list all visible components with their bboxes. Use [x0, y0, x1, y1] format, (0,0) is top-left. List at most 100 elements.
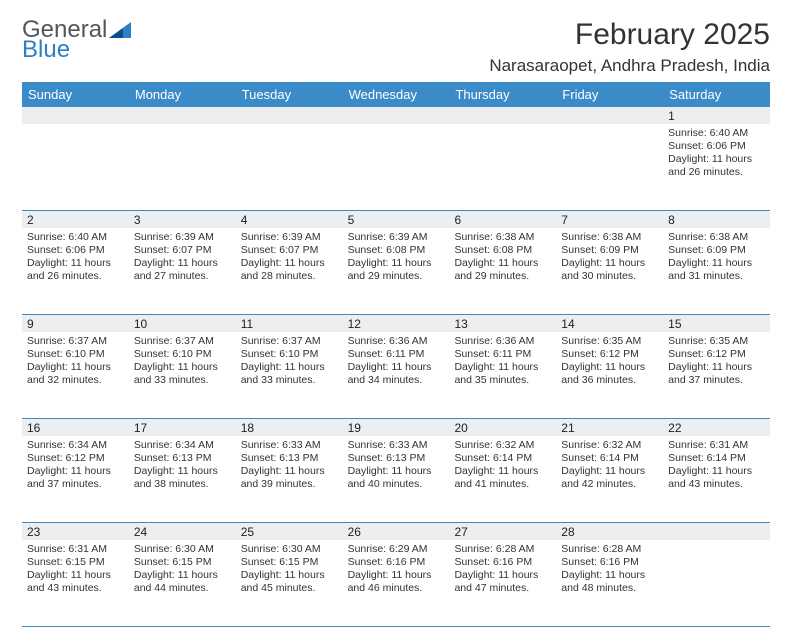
- day1-label: Daylight: 11 hours: [454, 465, 551, 478]
- day2-label: and 45 minutes.: [241, 582, 338, 595]
- day2-label: and 37 minutes.: [27, 478, 124, 491]
- sunrise-label: Sunrise: 6:39 AM: [241, 231, 338, 244]
- day2-label: and 38 minutes.: [134, 478, 231, 491]
- week-row: Sunrise: 6:34 AMSunset: 6:12 PMDaylight:…: [22, 436, 770, 523]
- sunset-label: Sunset: 6:13 PM: [348, 452, 445, 465]
- day-cell: Sunrise: 6:31 AMSunset: 6:15 PMDaylight:…: [22, 540, 129, 626]
- day1-label: Daylight: 11 hours: [241, 569, 338, 582]
- day2-label: and 30 minutes.: [561, 270, 658, 283]
- day-cell: Sunrise: 6:38 AMSunset: 6:09 PMDaylight:…: [556, 228, 663, 314]
- day-number: [663, 523, 770, 540]
- sunrise-label: Sunrise: 6:38 AM: [668, 231, 765, 244]
- sunrise-label: Sunrise: 6:35 AM: [561, 335, 658, 348]
- day2-label: and 34 minutes.: [348, 374, 445, 387]
- sunset-label: Sunset: 6:11 PM: [348, 348, 445, 361]
- day-number: 3: [129, 211, 236, 228]
- week-row: Sunrise: 6:37 AMSunset: 6:10 PMDaylight:…: [22, 332, 770, 419]
- day-cell-empty: [556, 124, 663, 210]
- day1-label: Daylight: 11 hours: [668, 257, 765, 270]
- day-number: [449, 107, 556, 124]
- sunrise-label: Sunrise: 6:31 AM: [668, 439, 765, 452]
- day-cell-empty: [236, 124, 343, 210]
- day2-label: and 26 minutes.: [27, 270, 124, 283]
- day2-label: and 35 minutes.: [454, 374, 551, 387]
- day-cell: Sunrise: 6:38 AMSunset: 6:09 PMDaylight:…: [663, 228, 770, 314]
- day2-label: and 36 minutes.: [561, 374, 658, 387]
- day-cell: Sunrise: 6:31 AMSunset: 6:14 PMDaylight:…: [663, 436, 770, 522]
- day2-label: and 48 minutes.: [561, 582, 658, 595]
- day2-label: and 39 minutes.: [241, 478, 338, 491]
- day-number: [556, 107, 663, 124]
- day1-label: Daylight: 11 hours: [348, 257, 445, 270]
- day1-label: Daylight: 11 hours: [561, 569, 658, 582]
- week-row: Sunrise: 6:31 AMSunset: 6:15 PMDaylight:…: [22, 540, 770, 627]
- day-cell: Sunrise: 6:40 AMSunset: 6:06 PMDaylight:…: [22, 228, 129, 314]
- day-number: 7: [556, 211, 663, 228]
- sunrise-label: Sunrise: 6:28 AM: [454, 543, 551, 556]
- day-cell: Sunrise: 6:36 AMSunset: 6:11 PMDaylight:…: [343, 332, 450, 418]
- day-number: 11: [236, 315, 343, 332]
- title-block: February 2025 Narasaraopet, Andhra Prade…: [489, 18, 770, 76]
- sunrise-label: Sunrise: 6:35 AM: [668, 335, 765, 348]
- day-cell-empty: [129, 124, 236, 210]
- sunset-label: Sunset: 6:14 PM: [561, 452, 658, 465]
- sunset-label: Sunset: 6:12 PM: [561, 348, 658, 361]
- sunrise-label: Sunrise: 6:28 AM: [561, 543, 658, 556]
- day1-label: Daylight: 11 hours: [561, 361, 658, 374]
- day-number: 13: [449, 315, 556, 332]
- day-number: 22: [663, 419, 770, 436]
- day1-label: Daylight: 11 hours: [454, 361, 551, 374]
- sunrise-label: Sunrise: 6:38 AM: [561, 231, 658, 244]
- day-number: 1: [663, 107, 770, 124]
- day2-label: and 42 minutes.: [561, 478, 658, 491]
- day-cell: Sunrise: 6:30 AMSunset: 6:15 PMDaylight:…: [236, 540, 343, 626]
- day-number: 28: [556, 523, 663, 540]
- day-number: 17: [129, 419, 236, 436]
- day-cell-empty: [22, 124, 129, 210]
- day1-label: Daylight: 11 hours: [454, 569, 551, 582]
- daynum-row: 9101112131415: [22, 315, 770, 332]
- day2-label: and 28 minutes.: [241, 270, 338, 283]
- day2-label: and 32 minutes.: [27, 374, 124, 387]
- sunset-label: Sunset: 6:09 PM: [561, 244, 658, 257]
- sunset-label: Sunset: 6:12 PM: [668, 348, 765, 361]
- day-cell: Sunrise: 6:32 AMSunset: 6:14 PMDaylight:…: [449, 436, 556, 522]
- sunset-label: Sunset: 6:06 PM: [668, 140, 765, 153]
- day-number: 18: [236, 419, 343, 436]
- daynum-row: 2345678: [22, 211, 770, 228]
- sunrise-label: Sunrise: 6:34 AM: [134, 439, 231, 452]
- day2-label: and 43 minutes.: [668, 478, 765, 491]
- day-cell: Sunrise: 6:34 AMSunset: 6:12 PMDaylight:…: [22, 436, 129, 522]
- day-number: 19: [343, 419, 450, 436]
- day-number: 9: [22, 315, 129, 332]
- day1-label: Daylight: 11 hours: [134, 361, 231, 374]
- sunset-label: Sunset: 6:13 PM: [241, 452, 338, 465]
- header-row: General Blue February 2025 Narasaraopet,…: [22, 18, 770, 76]
- day-number: [22, 107, 129, 124]
- sunset-label: Sunset: 6:07 PM: [134, 244, 231, 257]
- day2-label: and 27 minutes.: [134, 270, 231, 283]
- sunrise-label: Sunrise: 6:32 AM: [454, 439, 551, 452]
- day-number: 25: [236, 523, 343, 540]
- day-number: 4: [236, 211, 343, 228]
- sunrise-label: Sunrise: 6:30 AM: [134, 543, 231, 556]
- day2-label: and 33 minutes.: [134, 374, 231, 387]
- day1-label: Daylight: 11 hours: [668, 465, 765, 478]
- sunrise-label: Sunrise: 6:39 AM: [348, 231, 445, 244]
- day1-label: Daylight: 11 hours: [27, 569, 124, 582]
- day1-label: Daylight: 11 hours: [134, 465, 231, 478]
- day-number: 16: [22, 419, 129, 436]
- sunset-label: Sunset: 6:10 PM: [27, 348, 124, 361]
- sunset-label: Sunset: 6:14 PM: [454, 452, 551, 465]
- week-row: Sunrise: 6:40 AMSunset: 6:06 PMDaylight:…: [22, 228, 770, 315]
- day-cell: Sunrise: 6:37 AMSunset: 6:10 PMDaylight:…: [22, 332, 129, 418]
- sunset-label: Sunset: 6:11 PM: [454, 348, 551, 361]
- day-number: [236, 107, 343, 124]
- sunrise-label: Sunrise: 6:36 AM: [454, 335, 551, 348]
- day-number: 14: [556, 315, 663, 332]
- day2-label: and 43 minutes.: [27, 582, 124, 595]
- day-cell: Sunrise: 6:36 AMSunset: 6:11 PMDaylight:…: [449, 332, 556, 418]
- sunset-label: Sunset: 6:15 PM: [134, 556, 231, 569]
- day1-label: Daylight: 11 hours: [454, 257, 551, 270]
- day2-label: and 31 minutes.: [668, 270, 765, 283]
